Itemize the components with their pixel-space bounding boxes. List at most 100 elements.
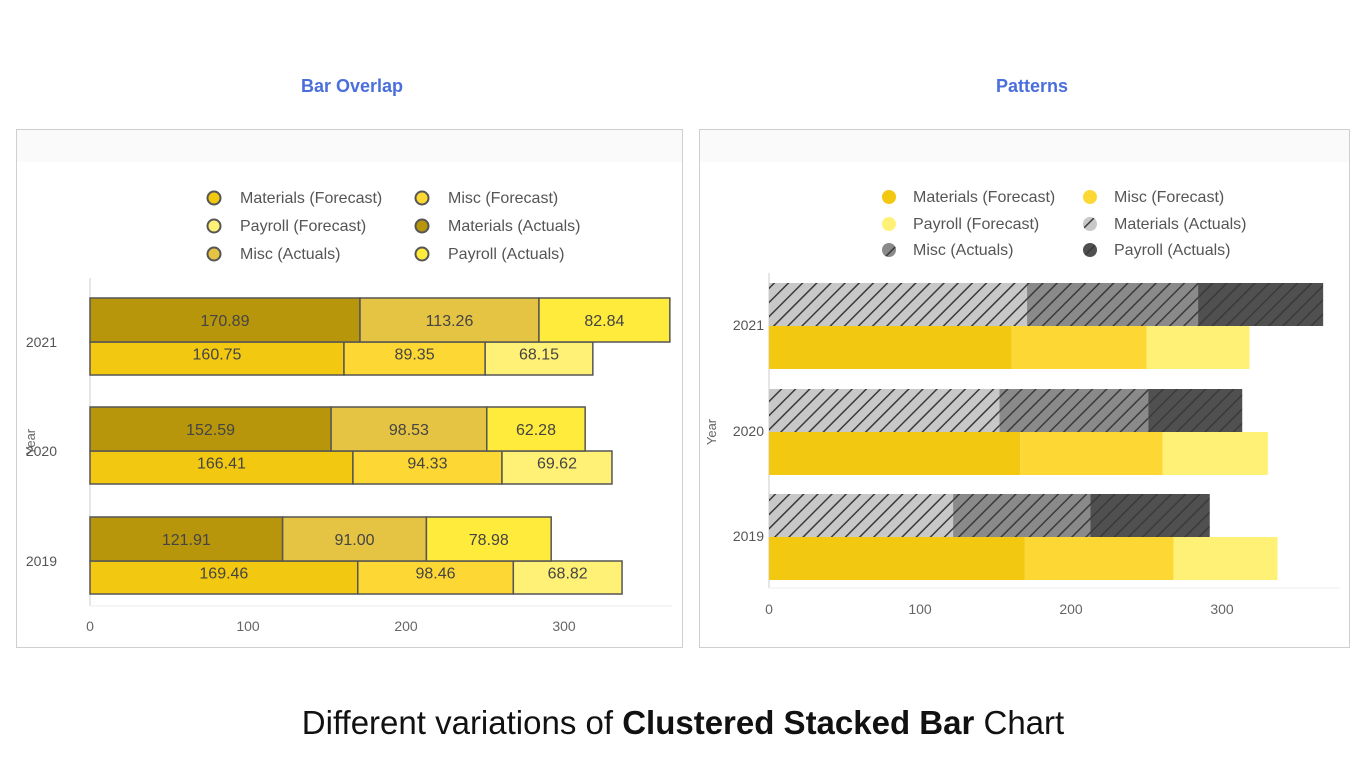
bar-materials-actuals-2020: [89, 406, 332, 452]
patterns-chart: Materials (Forecast) Misc (Forecast) Payro…: [704, 189, 1340, 617]
data-label-misc-forecast-2019: 98.46: [416, 566, 456, 583]
data-label-payroll-forecast-2021: 68.15: [519, 347, 559, 364]
legend-label-misc-forecast: Misc (Forecast): [1114, 189, 1224, 206]
x-tick-label-200: 200: [394, 618, 418, 634]
legend-marker-materials-forecast: [882, 190, 896, 204]
data-label-misc-actuals-2020: 98.53: [389, 422, 429, 439]
data-label-misc-forecast-2021: 89.35: [395, 347, 435, 364]
bar-materials-forecast-2020: [769, 432, 1021, 475]
legend-label-materials-actuals: Materials (Actuals): [1114, 216, 1246, 233]
bar-misc-forecast-2021: [1011, 326, 1147, 369]
data-label-payroll-actuals-2021: 82.84: [584, 313, 624, 330]
right-chart-title: Patterns: [995, 76, 1069, 96]
patterns-chart-frame: Materials (Forecast) Misc (Forecast) Payro…: [699, 129, 1350, 648]
legend-marker-materials-actuals: [1083, 217, 1097, 231]
data-label-misc-actuals-2021: 113.26: [426, 313, 474, 330]
y-tick-label-2019: 2019: [26, 553, 57, 569]
legend-label-materials-forecast: Materials (Forecast): [913, 189, 1055, 206]
chart-toolbar-band: [700, 130, 1349, 162]
data-label-payroll-actuals-2020: 62.28: [516, 422, 556, 439]
bar-materials-forecast-2019: [89, 560, 359, 595]
bar-misc-actuals-2021: [359, 297, 540, 343]
bar-payroll-actuals-2021: [1198, 283, 1324, 326]
bar-payroll-actuals-2019: [1090, 494, 1210, 537]
legend-marker-payroll-forecast: [206, 218, 222, 234]
data-label-materials-actuals-2021: 170.89: [201, 313, 250, 330]
x-tick-label-0: 0: [86, 618, 94, 634]
legend-marker-materials-forecast: [206, 190, 222, 206]
legend-label-payroll-actuals: Payroll (Actuals): [448, 246, 564, 263]
legend-label-misc-forecast: Misc (Forecast): [448, 190, 558, 207]
legend-label-payroll-forecast: Payroll (Forecast): [240, 218, 366, 235]
y-tick-label-2020: 2020: [733, 423, 764, 439]
x-tick-label-300: 300: [552, 618, 576, 634]
bar-misc-forecast-2019: [1024, 537, 1174, 580]
data-label-misc-forecast-2020: 94.33: [407, 456, 447, 473]
bar-payroll-actuals-2020: [486, 406, 586, 452]
x-tick-label-200: 200: [1059, 601, 1083, 617]
data-label-materials-actuals-2020: 152.59: [186, 422, 235, 439]
legend-marker-materials-actuals: [414, 218, 430, 234]
y-tick-label-2020: 2020: [26, 443, 57, 459]
legend-label-misc-actuals: Misc (Actuals): [913, 242, 1013, 259]
data-label-materials-actuals-2019: 121.91: [162, 532, 211, 549]
data-label-payroll-actuals-2019: 78.98: [469, 532, 509, 549]
bar-payroll-forecast-2020: [1162, 432, 1268, 475]
x-tick-label-300: 300: [1210, 601, 1234, 617]
bar-misc-actuals-2020: [999, 389, 1149, 432]
chart-toolbar-band: [17, 130, 682, 162]
bar-materials-actuals-2019: [89, 516, 284, 562]
left-chart-title: Bar Overlap: [300, 76, 404, 96]
legend-marker-misc-forecast: [1083, 190, 1097, 204]
legend-label-payroll-actuals: Payroll (Actuals): [1114, 242, 1230, 259]
x-tick-label-100: 100: [908, 601, 932, 617]
data-label-payroll-forecast-2019: 68.82: [548, 566, 588, 583]
bar-materials-actuals-2021: [769, 283, 1028, 326]
legend-label-payroll-forecast: Payroll (Forecast): [913, 216, 1039, 233]
y-axis-label: Year: [23, 428, 38, 455]
legend-marker-misc-forecast: [414, 190, 430, 206]
data-label-payroll-forecast-2020: 69.62: [537, 456, 577, 473]
bar-materials-actuals-2019: [769, 494, 954, 537]
legend-marker-misc-actuals: [882, 243, 896, 257]
bar-materials-actuals-2020: [769, 389, 1000, 432]
bar-payroll-actuals-2021: [538, 297, 671, 343]
bar-payroll-forecast-2019: [512, 560, 623, 595]
legend-marker-payroll-actuals: [1083, 243, 1097, 257]
legend-marker-payroll-forecast: [882, 217, 896, 231]
x-tick-label-100: 100: [236, 618, 260, 634]
bar-overlap-chart: Materials (Forecast) Misc (Forecast) Payro…: [23, 190, 672, 634]
data-label-materials-forecast-2020: 166.41: [197, 456, 246, 473]
data-label-misc-actuals-2019: 91.00: [334, 532, 374, 549]
y-tick-label-2021: 2021: [26, 334, 57, 350]
bar-misc-actuals-2020: [330, 406, 488, 452]
data-label-materials-forecast-2021: 160.75: [193, 347, 242, 364]
bar-misc-forecast-2020: [1020, 432, 1163, 475]
bar-misc-forecast-2021: [343, 341, 486, 376]
y-axis-label: Year: [704, 418, 719, 445]
bar-misc-actuals-2021: [1027, 283, 1199, 326]
bar-payroll-actuals-2019: [425, 516, 552, 562]
figure-caption: Different variations of Clustered Stacke…: [0, 704, 1366, 742]
bar-payroll-forecast-2021: [484, 341, 594, 376]
y-tick-label-2021: 2021: [733, 317, 764, 333]
legend-label-materials-actuals: Materials (Actuals): [448, 218, 580, 235]
legend-label-misc-actuals: Misc (Actuals): [240, 246, 340, 263]
bar-overlap-chart-frame: Materials (Forecast) Misc (Forecast) Payro…: [16, 129, 683, 648]
legend-marker-payroll-actuals: [414, 246, 430, 262]
legend-marker-misc-actuals: [206, 246, 222, 262]
bar-payroll-actuals-2020: [1148, 389, 1243, 432]
bar-materials-forecast-2021: [769, 326, 1012, 369]
caption-bold: Clustered Stacked Bar: [622, 704, 975, 741]
caption-prefix: Different variations of: [301, 704, 623, 741]
bar-payroll-forecast-2019: [1173, 537, 1278, 580]
legend-label-materials-forecast: Materials (Forecast): [240, 190, 382, 207]
bar-misc-actuals-2019: [281, 516, 428, 562]
bar-materials-forecast-2019: [769, 537, 1025, 580]
bar-misc-actuals-2019: [953, 494, 1091, 537]
bar-payroll-forecast-2021: [1146, 326, 1250, 369]
caption-suffix: Chart: [974, 704, 1065, 741]
y-tick-label-2019: 2019: [733, 528, 764, 544]
bar-misc-forecast-2019: [356, 560, 515, 595]
x-tick-label-0: 0: [765, 601, 773, 617]
